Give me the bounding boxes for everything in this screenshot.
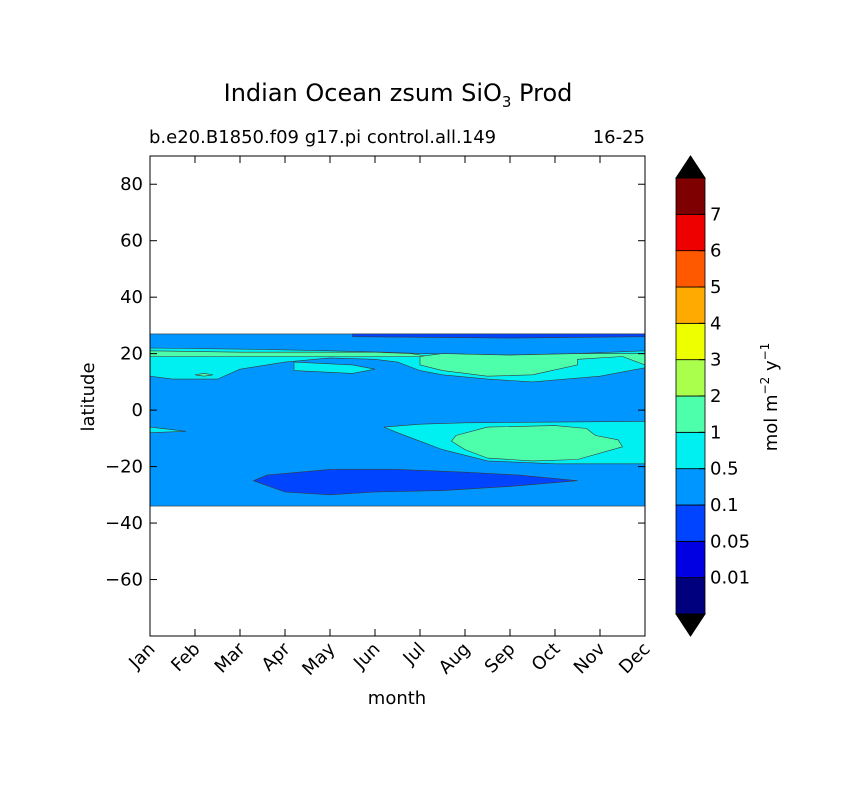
colorbar-segment: [675, 213, 706, 252]
y-tick-label: 60: [120, 231, 143, 252]
y-tick-label: −60: [105, 570, 143, 591]
contour-region-zone-0.05-0.1-north: [352, 333, 645, 339]
colorbar-segment: [675, 431, 706, 470]
colorbar-tick-label: 0.01: [710, 568, 750, 589]
x-tick-label: Jan: [124, 639, 159, 674]
colorbar-segment: [675, 468, 706, 506]
colorbar-segment: [675, 504, 706, 542]
x-tick-label: Nov: [570, 638, 610, 678]
colorbar-label-exp1: −2: [758, 377, 772, 395]
colorbar-tick-label: 6: [710, 241, 721, 262]
colorbar-extend-min: [675, 613, 706, 637]
colorbar-extend-max: [675, 155, 706, 179]
contour-region-zone-0.5-1-west-tongue: [150, 426, 187, 434]
contour-region-zone-1-2-south: [451, 425, 623, 462]
y-axis-label: latitude: [78, 362, 99, 431]
colorbar-tick-label: 3: [710, 350, 721, 371]
chart-title-subscript: 3: [502, 93, 512, 111]
y-tick-label: 20: [120, 344, 143, 365]
x-axis-label: month: [368, 688, 426, 709]
colorbar: 0.01 0.05 0.1 0.5 1 2 3 4 5 6 7: [675, 155, 750, 637]
x-tick-label: Sep: [481, 639, 520, 678]
x-tick-label: Dec: [615, 639, 654, 678]
contour-region-zone-1-2-dot: [194, 373, 214, 377]
colorbar-tick-label: 5: [710, 277, 721, 298]
colorbar-tick-label: 2: [710, 386, 721, 407]
x-tick-label: Aug: [435, 639, 475, 679]
colorbar-tick-label: 0.05: [710, 531, 750, 552]
y-tick-label: −40: [105, 513, 143, 534]
y-axis: 80 60 40 20 0 −20 −40 −60: [105, 174, 645, 591]
x-tick-label: Jun: [349, 639, 384, 674]
contour-region-zone-1-2-north: [150, 350, 430, 357]
y-tick-label: −20: [105, 457, 143, 478]
chart-title-suffix: Prod: [511, 79, 572, 107]
colorbar-segment: [675, 286, 706, 324]
x-tick-label: Apr: [258, 638, 295, 675]
chart-title-prefix: Indian Ocean zsum SiO: [224, 79, 502, 107]
chart-subtitle-left: b.e20.B1850.f09 g17.pi control.all.149: [149, 127, 496, 148]
colorbar-segment: [675, 322, 706, 361]
colorbar-label-prefix: mol m: [761, 394, 782, 451]
colorbar-tick-label: 0.1: [710, 495, 739, 516]
x-tick-label: Feb: [167, 639, 204, 676]
colorbar-label-exp2: −1: [758, 343, 772, 361]
x-tick-label: Jul: [399, 639, 430, 670]
contour-region-zone-0.5-1-north-pocket: [293, 361, 376, 374]
x-tick-label: Oct: [528, 639, 565, 676]
colorbar-label: mol m−2 y−1: [758, 343, 782, 452]
chart-title: Indian Ocean zsum SiO3 Prod: [224, 79, 573, 111]
chart-subtitle-right: 16-25: [593, 127, 645, 148]
contour-regions: [150, 333, 645, 507]
y-tick-label: 80: [120, 174, 143, 195]
colorbar-segment: [675, 250, 706, 288]
colorbar-tick-label: 0.5: [710, 459, 739, 480]
x-tick-label: May: [298, 638, 339, 679]
colorbar-tick-label: 1: [710, 422, 721, 443]
colorbar-segment: [675, 177, 706, 215]
y-tick-label: 0: [132, 400, 143, 421]
contour-region-zone-1-2-mid: [419, 353, 645, 377]
colorbar-tick-label: 7: [710, 204, 721, 225]
colorbar-segment: [675, 359, 706, 397]
colorbar-segment: [675, 540, 706, 579]
y-tick-label: 40: [120, 287, 143, 308]
colorbar-segment: [675, 577, 706, 615]
colorbar-label-mid: y: [761, 360, 782, 377]
colorbar-tick-label: 4: [710, 313, 721, 334]
colorbar-segment: [675, 395, 706, 433]
contour-region-zone-0.05-0.1-south: [252, 469, 578, 496]
plot-frame: [149, 155, 646, 637]
x-tick-label: Mar: [211, 638, 250, 677]
